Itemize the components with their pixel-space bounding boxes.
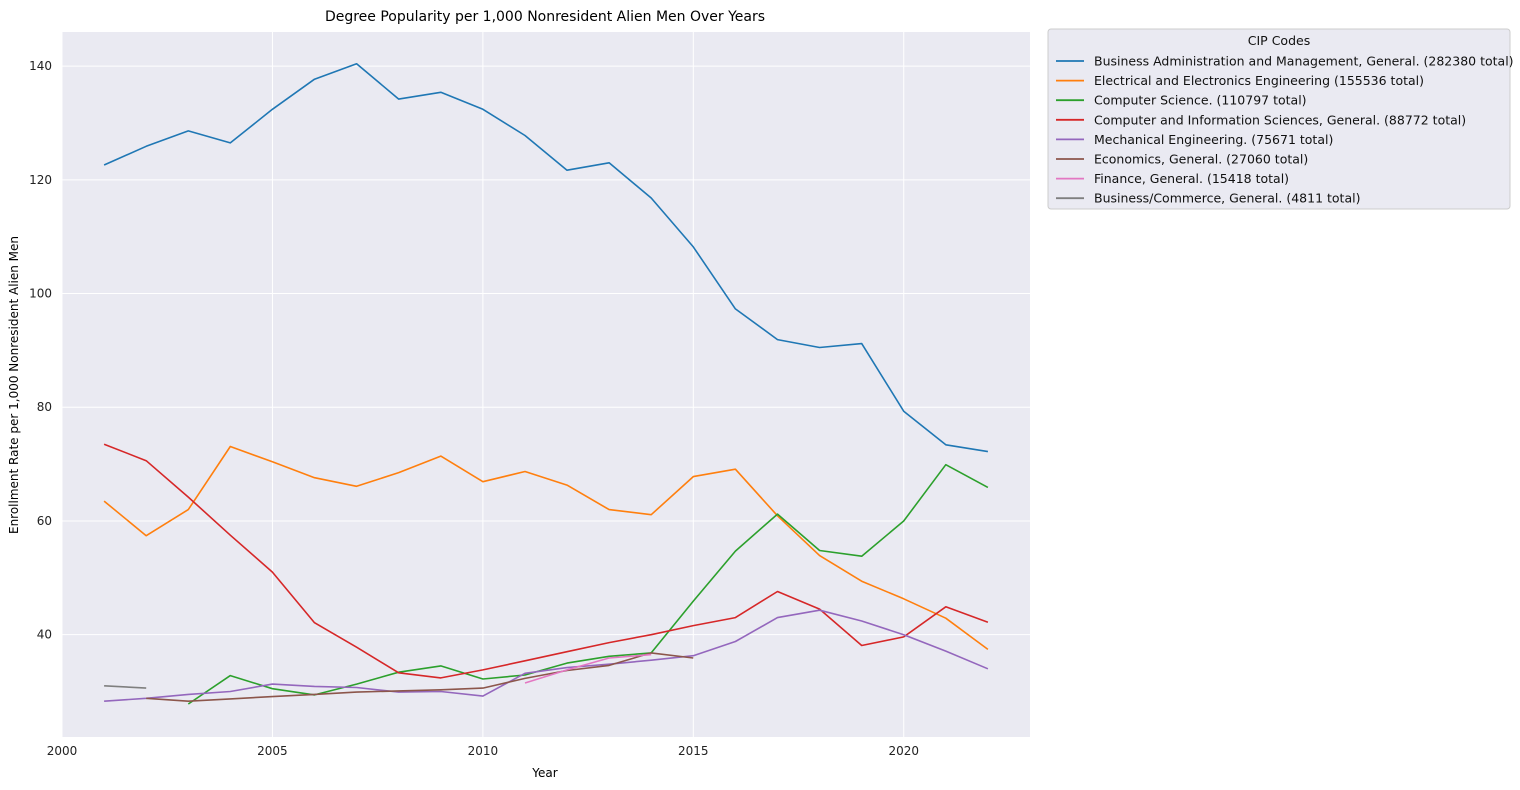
gridlines [61, 32, 1030, 737]
series-line-6 [146, 652, 694, 703]
y-axis-label: Enrollment Rate per 1,000 Nonresident Al… [7, 236, 21, 534]
legend-entry-label: Computer and Information Sciences, Gener… [1094, 112, 1466, 127]
x-tick-label: 2015 [678, 744, 709, 758]
legend-entry-label: Economics, General. (27060 total) [1094, 152, 1308, 167]
y-tick-label: 40 [37, 628, 52, 642]
series-line-5 [104, 609, 989, 702]
legend-entry-label: Electrical and Electronics Engineering (… [1094, 73, 1424, 88]
legend-box [1047, 28, 1511, 210]
series-line-7 [524, 653, 652, 684]
legend-entry-label: Business Administration and Management, … [1094, 54, 1514, 69]
x-axis-label: Year [531, 766, 557, 780]
plot-area [62, 32, 1030, 737]
x-tick-label: 2005 [257, 744, 288, 758]
series-line-3 [187, 463, 989, 705]
legend-entry-label: Computer Science. (110797 total) [1094, 93, 1307, 108]
legend-entry-label: Mechanical Engineering. (75671 total) [1094, 132, 1333, 147]
chart-title: Degree Popularity per 1,000 Nonresident … [325, 9, 765, 25]
y-axis-ticks: 40 60 80 100 120 140 [29, 59, 52, 642]
y-tick-label: 100 [29, 287, 52, 301]
x-tick-label: 2000 [47, 744, 78, 758]
x-axis-ticks: 2000 2005 2010 2015 2020 [47, 744, 919, 758]
x-tick-label: 2020 [888, 744, 919, 758]
series-line-2 [103, 445, 989, 651]
series-line-4 [103, 443, 989, 679]
legend-title: CIP Codes [1248, 33, 1310, 48]
series-line-8 [104, 685, 147, 689]
y-tick-label: 140 [29, 59, 52, 73]
legend-entry-label: Finance, General. (15418 total) [1094, 171, 1289, 186]
legend: CIP Codes Business Administration and Ma… [1047, 28, 1514, 210]
y-tick-label: 60 [37, 514, 52, 528]
legend-entry-label: Business/Commerce, General. (4811 total) [1094, 191, 1360, 206]
series-line-1 [103, 62, 989, 453]
y-tick-label: 120 [29, 173, 52, 187]
series-lines [103, 62, 989, 705]
y-tick-label: 80 [37, 400, 52, 414]
x-tick-label: 2010 [468, 744, 499, 758]
